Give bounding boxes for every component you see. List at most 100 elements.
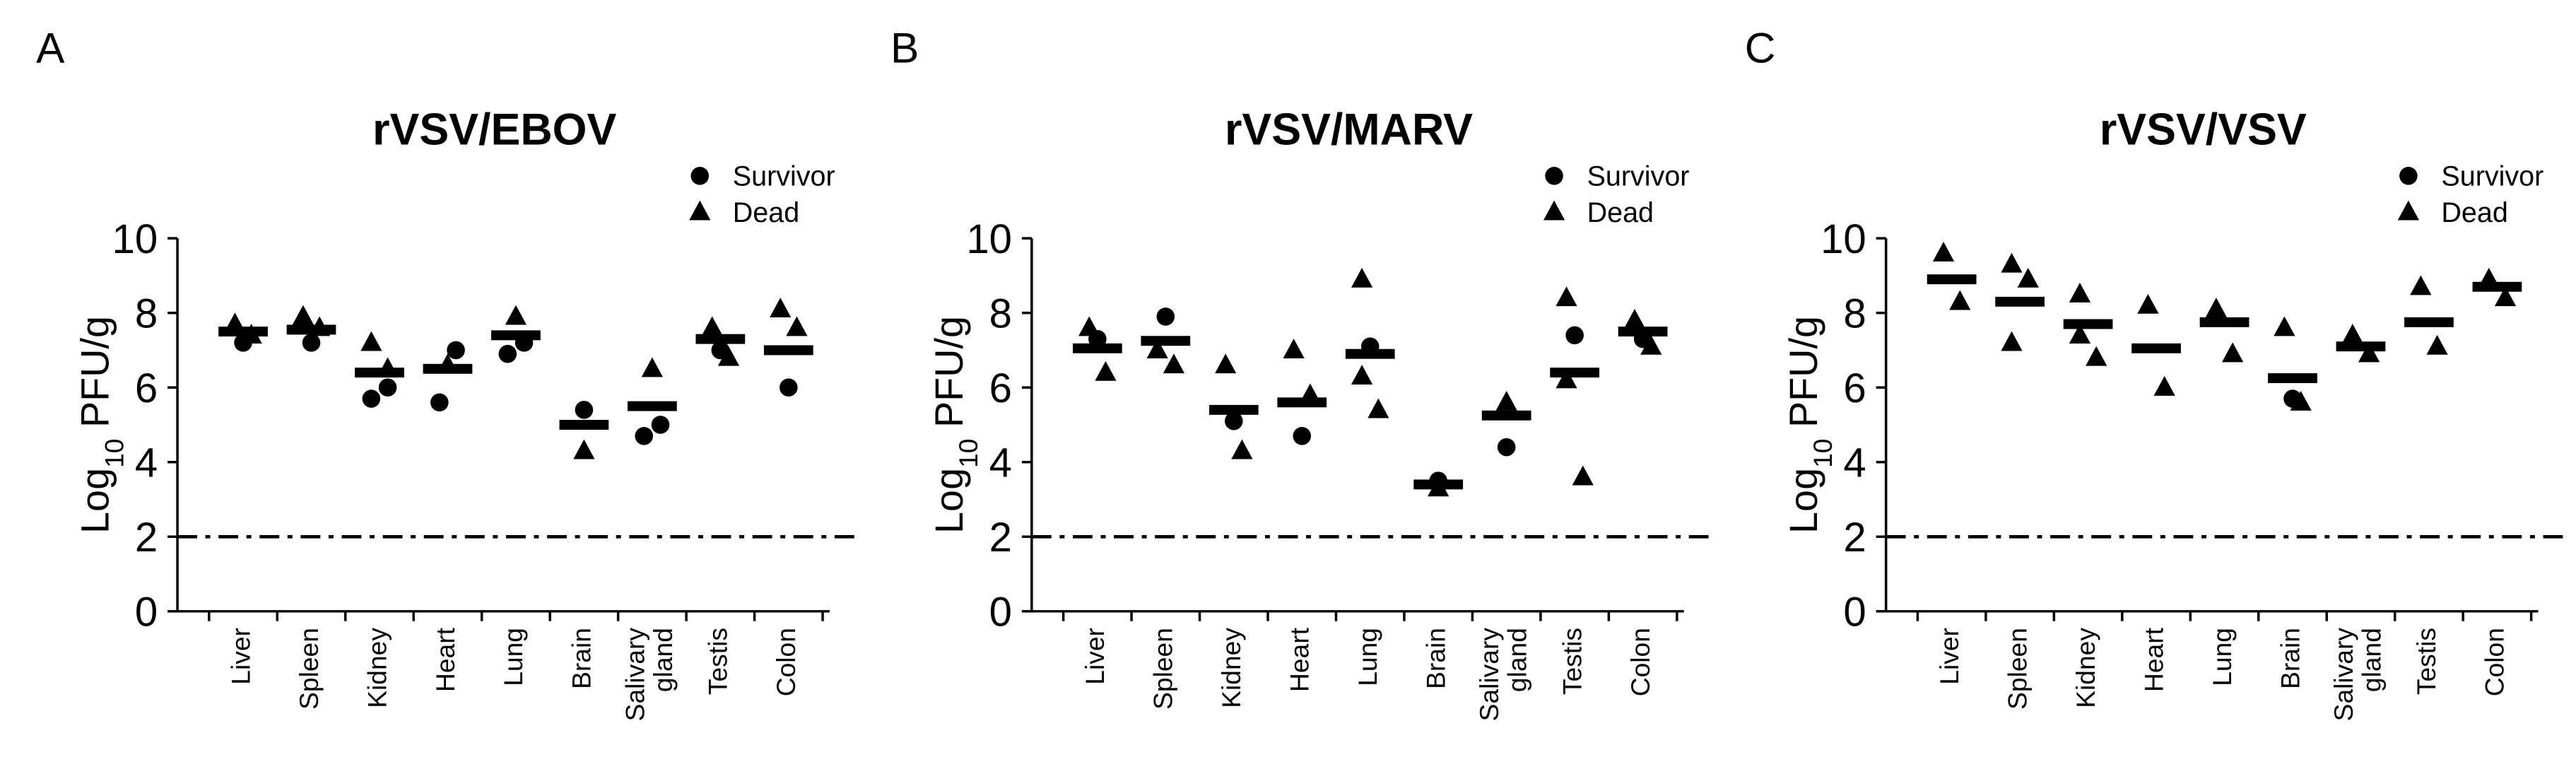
- y-axis-label-part: Log: [1781, 468, 1825, 534]
- x-tick-label-box: Heart: [2141, 628, 2169, 693]
- x-tick-label-box: Lung: [1355, 628, 1383, 686]
- mean-bar: [1481, 410, 1531, 421]
- mean-bar: [2472, 281, 2522, 292]
- x-tick-label-box: Colon: [2482, 628, 2510, 696]
- data-point: [362, 389, 381, 408]
- mean-bar: [1345, 348, 1395, 359]
- x-tick-label: Colon: [1627, 628, 1656, 697]
- mean-bar: [763, 345, 813, 356]
- y-axis-label-part: Log: [927, 468, 971, 534]
- data-point: [2086, 346, 2107, 366]
- mean-bar: [2404, 317, 2454, 327]
- data-point: [2274, 316, 2295, 336]
- x-tick-label: Liver: [228, 628, 256, 685]
- x-tick-label-box: Heart: [433, 628, 461, 692]
- data-point: [701, 316, 723, 336]
- data-point: [2001, 331, 2023, 351]
- x-tick-label: Testis: [705, 628, 733, 696]
- x-tick-label-box: Liver: [1936, 628, 1965, 685]
- legend-label: Dead: [733, 197, 799, 228]
- y-axis-label-part: 10: [99, 439, 129, 468]
- x-tick-label: Kidney: [364, 628, 392, 708]
- mean-bar: [1618, 327, 1668, 337]
- data-point: [360, 331, 382, 351]
- data-point: [2358, 342, 2380, 363]
- data-point: [1565, 326, 1584, 345]
- mean-bar: [2199, 317, 2249, 327]
- data-point: [1231, 439, 1253, 459]
- x-tick-label-box: Spleen: [295, 628, 324, 710]
- x-tick-label-box: Liver: [228, 628, 256, 685]
- x-tick-label: Heart: [2141, 628, 2169, 693]
- x-tick-label-box: Spleen: [2004, 628, 2033, 710]
- legend-label: Survivor: [733, 161, 835, 192]
- data-point: [786, 316, 808, 336]
- data-point: [770, 298, 792, 318]
- y-tick-label: 8: [135, 291, 158, 337]
- data-point: [2069, 324, 2091, 344]
- y-axis-label: Log10 PFU/g: [927, 316, 983, 534]
- data-point: [1368, 398, 1389, 418]
- x-tick-label: Heart: [1286, 628, 1315, 693]
- legend-marker: [1543, 200, 1565, 221]
- data-point: [1156, 307, 1175, 326]
- y-axis-label: Log10 PFU/g: [1781, 316, 1837, 534]
- x-tick-label: Lung: [500, 628, 529, 686]
- data-point: [1572, 465, 1594, 486]
- x-tick-label: Lung: [2209, 628, 2237, 686]
- y-tick-label: 0: [135, 590, 158, 635]
- data-point: [1640, 334, 1662, 355]
- mean-bar: [1413, 479, 1464, 490]
- x-tick-label-box: Salivary gland: [1477, 628, 1533, 721]
- y-axis-label-part: 10: [1808, 439, 1837, 468]
- data-point: [498, 344, 517, 363]
- x-tick-label: Kidney: [1218, 628, 1247, 708]
- mean-bar: [628, 401, 677, 411]
- mean-bar: [1995, 296, 2045, 307]
- y-axis-label-part: PFU/g: [1781, 316, 1825, 439]
- data-point: [1495, 391, 1517, 411]
- data-point: [378, 378, 397, 397]
- y-axis-label-part: 10: [953, 439, 983, 468]
- mean-bar: [1550, 368, 1600, 378]
- x-tick-label: Salivary gland: [623, 628, 679, 722]
- legend-label: Survivor: [1587, 161, 1690, 192]
- x-tick-label-box: Testis: [705, 628, 733, 696]
- x-tick-label-box: Colon: [1627, 628, 1656, 697]
- legend-marker: [2399, 167, 2418, 185]
- data-point: [1497, 438, 1516, 457]
- data-point: [2153, 375, 2175, 396]
- y-axis-label: Log10 PFU/g: [72, 316, 129, 534]
- x-tick-label-box: Spleen: [1150, 628, 1178, 710]
- x-tick-label: Brain: [2277, 628, 2305, 689]
- data-point: [2069, 283, 2091, 303]
- y-axis-label-part: Log: [72, 468, 117, 534]
- data-point: [1163, 353, 1185, 374]
- legend-marker: [689, 200, 711, 221]
- legend-marker: [1545, 167, 1563, 185]
- x-tick-label: Colon: [772, 628, 801, 697]
- y-tick-label: 4: [989, 440, 1012, 486]
- x-tick-label-box: Testis: [1559, 628, 1587, 695]
- data-point: [635, 427, 654, 445]
- x-tick-label-box: Salivary gland: [623, 628, 679, 722]
- x-tick-label-box: Kidney: [364, 628, 392, 708]
- x-tick-label-box: Kidney: [2072, 628, 2101, 708]
- x-tick-label: Spleen: [295, 628, 324, 710]
- mean-bar: [423, 363, 473, 374]
- panel-label: C: [1745, 23, 1776, 71]
- data-point: [1146, 339, 1168, 359]
- data-point: [2341, 324, 2363, 344]
- x-tick-label-box: Colon: [772, 628, 801, 697]
- mean-bar: [2131, 343, 2181, 353]
- data-point: [1283, 339, 1305, 359]
- data-point: [1932, 241, 1955, 262]
- data-point: [505, 305, 527, 325]
- x-tick-label-box: Brain: [2277, 628, 2305, 689]
- data-point: [2494, 286, 2517, 307]
- x-tick-label: Kidney: [2072, 628, 2101, 708]
- data-point: [2017, 267, 2039, 288]
- x-tick-label-box: Lung: [2209, 628, 2237, 686]
- data-point: [1225, 411, 1243, 430]
